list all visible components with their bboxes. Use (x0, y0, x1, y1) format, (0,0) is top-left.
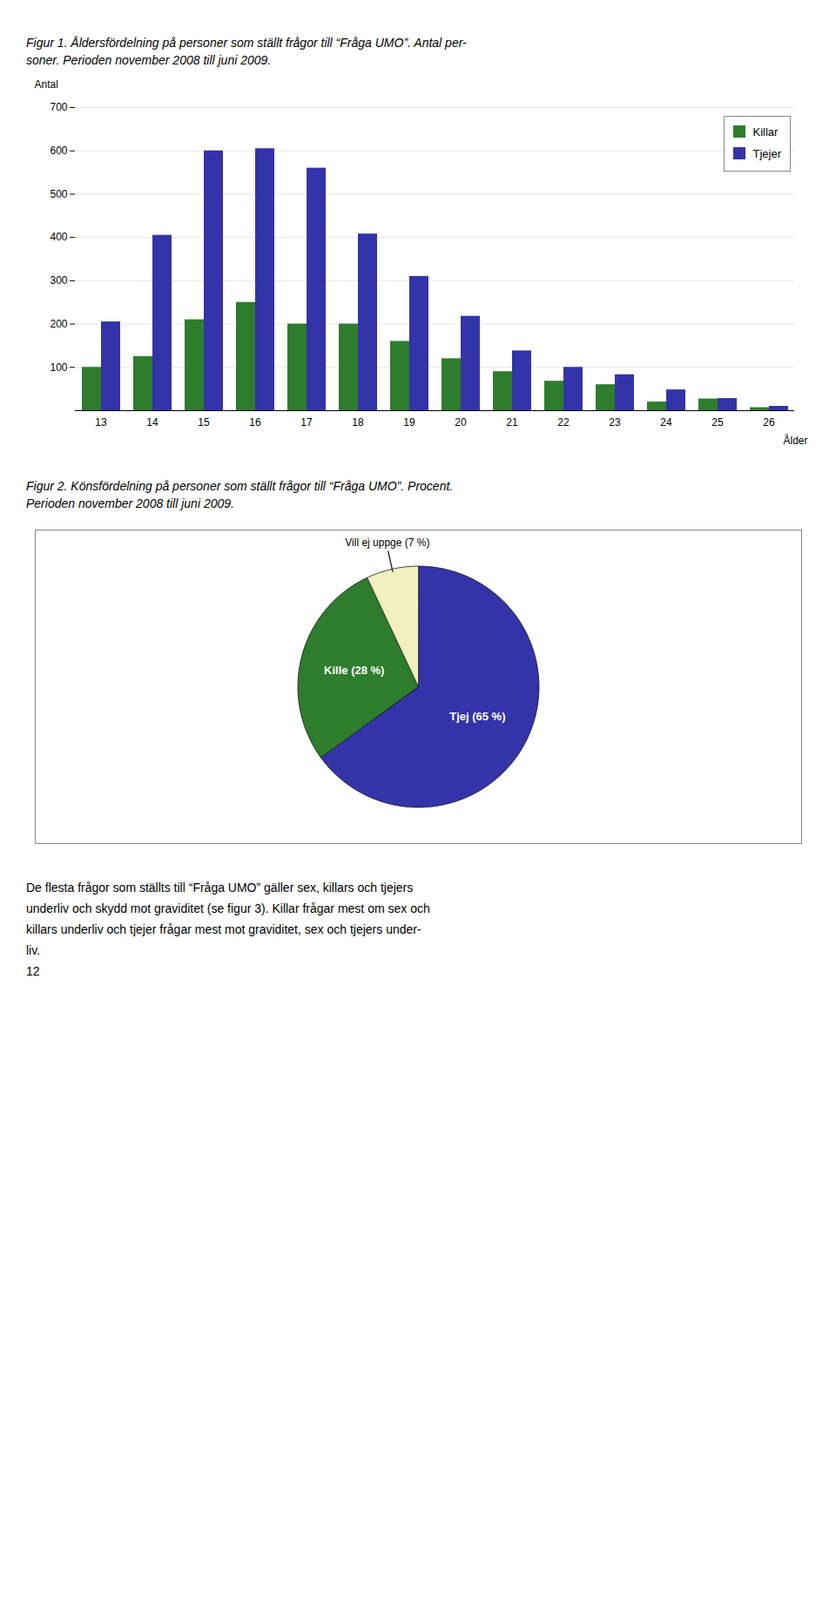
svg-text:100: 100 (49, 361, 68, 374)
html-text:12: 12 (26, 963, 40, 978)
html-text:Tjejer: Tjejer (752, 147, 782, 161)
svg-text:600: 600 (49, 144, 68, 157)
svg-text:15: 15 (197, 416, 210, 429)
svg-text:Ålder: Ålder (782, 433, 808, 447)
svg-text:200: 200 (49, 317, 68, 331)
html-text:De flesta frågor som ställts t: De flesta frågor som ställts till “Fråga… (26, 880, 413, 895)
svg-text:21: 21 (505, 416, 519, 429)
svg-text:13: 13 (94, 416, 108, 429)
svg-text:26: 26 (762, 416, 776, 429)
html-text:Figur 2. Könsfördelning på per: Figur 2. Könsfördelning på personer som … (26, 479, 454, 494)
svg-text:300: 300 (49, 274, 68, 287)
svg-text:500: 500 (49, 188, 68, 201)
html-text:Figur 1. Åldersfördelning på p: Figur 1. Åldersfördelning på personer so… (26, 35, 467, 50)
html-text:liv.: liv. (26, 942, 41, 957)
html-text:Killar: Killar (752, 125, 779, 139)
svg-text:23: 23 (608, 416, 621, 429)
svg-text:700: 700 (49, 101, 68, 115)
svg-text:400: 400 (49, 231, 68, 244)
svg-text:24: 24 (660, 416, 673, 429)
svg-text:Tjej (65 %): Tjej (65 %) (449, 710, 506, 724)
svg-text:19: 19 (403, 416, 416, 429)
html-text:soner. Perioden november 2008: soner. Perioden november 2008 till juni … (26, 52, 272, 67)
svg-text:22: 22 (557, 416, 570, 429)
svg-text:25: 25 (711, 416, 724, 429)
svg-text:Vill ej uppge (7 %): Vill ej uppge (7 %) (344, 536, 430, 549)
svg-text:14: 14 (146, 416, 159, 429)
svg-text:20: 20 (454, 416, 467, 429)
svg-text:16: 16 (249, 416, 262, 429)
svg-text:Antal: Antal (34, 78, 59, 91)
svg-text:Kille (28 %): Kille (28 %) (323, 663, 385, 677)
svg-text:17: 17 (300, 416, 313, 429)
html-text:underliv och skydd mot gravidi: underliv och skydd mot graviditet (se fi… (26, 901, 431, 916)
html-text:killars underliv och tjejer fr: killars underliv och tjejer frågar mest … (26, 922, 422, 937)
svg-text:18: 18 (351, 416, 365, 429)
html-text:Perioden november 2008 till ju: Perioden november 2008 till juni 2009. (26, 496, 235, 511)
